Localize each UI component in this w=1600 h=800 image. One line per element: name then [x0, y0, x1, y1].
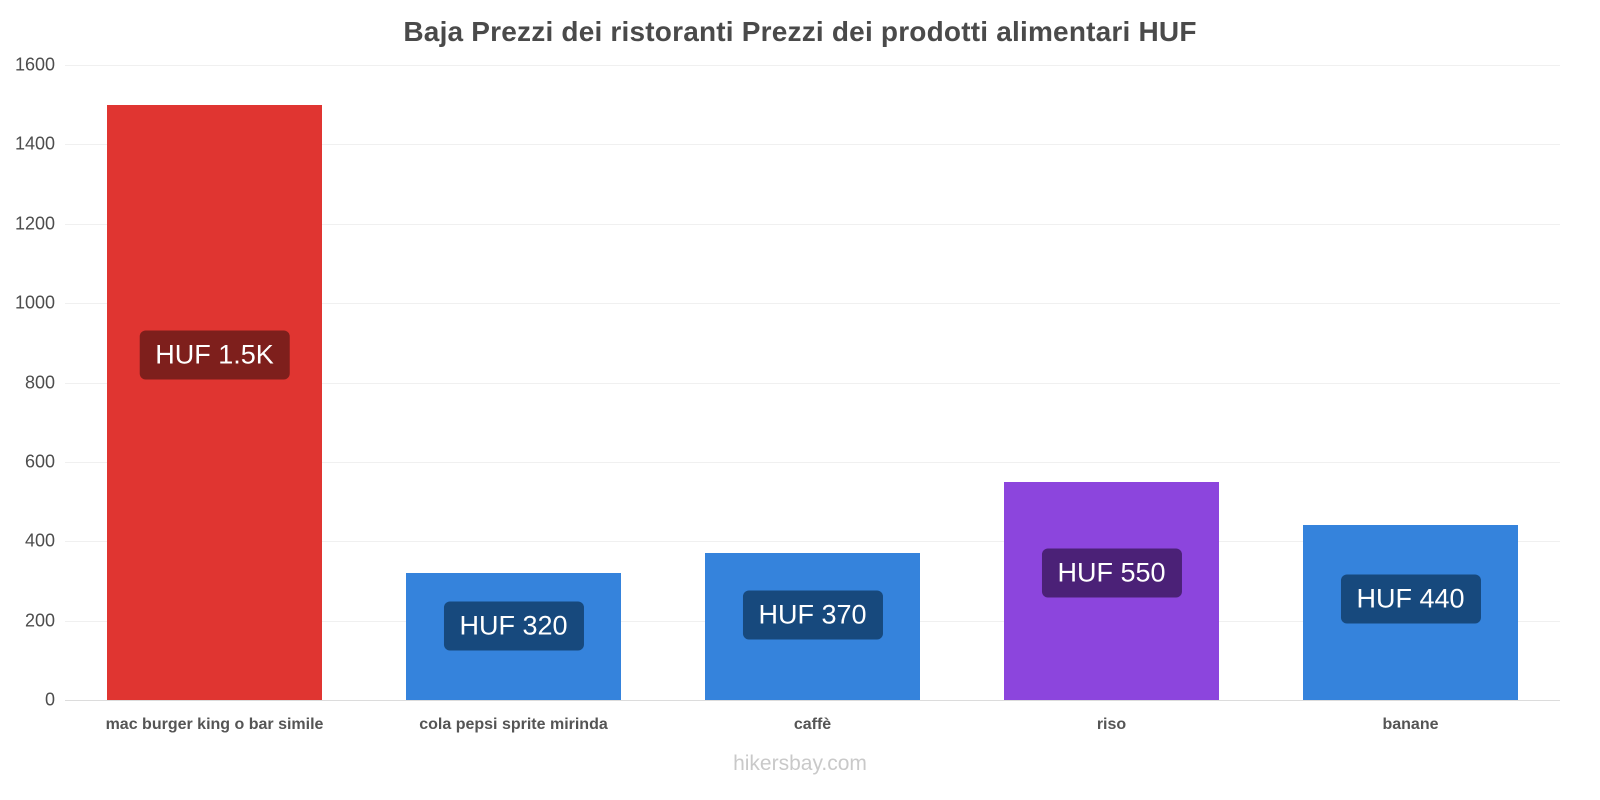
gridline	[65, 223, 1560, 225]
value-badge-0: HUF 1.5K	[139, 330, 290, 380]
bar-0[interactable]	[107, 104, 322, 700]
gridline	[65, 65, 1560, 66]
value-badge-1: HUF 320	[443, 601, 584, 651]
gridline	[65, 144, 1560, 146]
category-label-4: banane	[1382, 716, 1439, 733]
value-badge-2: HUF 370	[742, 590, 883, 640]
chart-title: Baja Prezzi dei ristoranti Prezzi dei pr…	[403, 16, 1197, 47]
y-tick-label: 800	[24, 372, 55, 392]
value-badge-4: HUF 440	[1340, 574, 1481, 624]
y-tick-label: 600	[24, 451, 55, 472]
category-label-2: caffè	[793, 716, 832, 733]
y-tick-label: 1200	[14, 213, 55, 234]
y-tick-label: 1000	[14, 292, 55, 313]
y-tick-label: 1400	[14, 133, 55, 154]
category-label-1: cola pepsi sprite mirinda	[419, 716, 608, 733]
footer-watermark: hikersbay.com	[733, 752, 867, 775]
gridline	[65, 382, 1560, 384]
y-tick-label: 400	[24, 530, 55, 551]
gridline	[65, 541, 1560, 543]
gridline	[65, 461, 1560, 463]
category-label-0: mac burger king o bar simile	[105, 716, 324, 733]
y-tick-label: 0	[44, 689, 55, 710]
y-tick-label: 1600	[14, 54, 55, 75]
category-label-3: riso	[1096, 716, 1127, 733]
x-axis-baseline	[65, 700, 1560, 701]
value-badge-3: HUF 550	[1041, 548, 1182, 598]
gridline	[65, 303, 1560, 305]
y-tick-label: 200	[24, 610, 55, 631]
